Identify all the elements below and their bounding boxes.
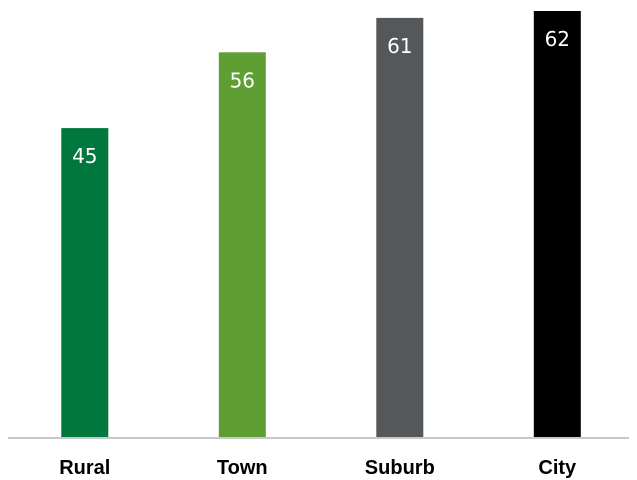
bar-city (534, 11, 581, 438)
bar-suburb (376, 18, 423, 438)
x-tick-labels: Rural Town Suburb City (59, 457, 577, 479)
data-label-rural: 45 (72, 144, 97, 168)
data-label-town: 56 (230, 68, 255, 92)
data-label-suburb: 61 (387, 34, 412, 58)
tick-label-town: Town (217, 457, 268, 479)
bar-town (219, 52, 266, 438)
tick-label-city: City (538, 457, 577, 479)
data-label-city: 62 (545, 27, 570, 51)
bars-group: 45 56 61 62 (61, 11, 581, 438)
bar-rural (61, 128, 108, 438)
tick-label-rural: Rural (59, 457, 110, 479)
tick-label-suburb: Suburb (365, 457, 435, 479)
